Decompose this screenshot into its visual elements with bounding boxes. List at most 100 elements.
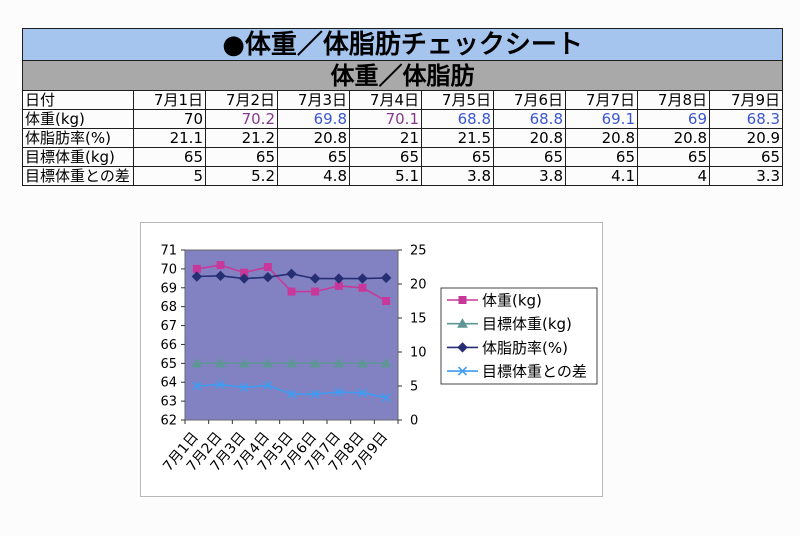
sheet-title: ●体重／体脂肪チェックシート bbox=[21, 28, 784, 61]
date-header-cell: 7月2日 bbox=[205, 90, 278, 110]
value-cell: 21.2 bbox=[205, 128, 278, 148]
table-row: 体脂肪率(%) 21.1 21.2 20.8 21 21.5 20.8 20.8 20.8 20.… bbox=[22, 128, 784, 148]
right-axis-tick-label: 0 bbox=[410, 414, 418, 429]
value-cell: 20.8 bbox=[565, 128, 638, 148]
sheet-subtitle: 体重／体脂肪 bbox=[21, 60, 784, 91]
series-marker bbox=[263, 380, 273, 390]
table-row: 体重(kg) 70 70.2 69.8 70.1 68.8 68.8 69.1 69 68.3 bbox=[22, 109, 784, 129]
value-cell: 5.1 bbox=[349, 166, 422, 186]
value-cell: 68.8 bbox=[493, 109, 566, 129]
series-marker bbox=[286, 357, 297, 368]
value-cell: 20.8 bbox=[637, 128, 710, 148]
legend-marker bbox=[457, 342, 468, 353]
series-marker-stroke bbox=[215, 380, 226, 390]
series-marker bbox=[286, 268, 297, 280]
value-cell: 70.1 bbox=[349, 109, 422, 129]
series-marker bbox=[286, 389, 297, 399]
value-cell: 3.8 bbox=[493, 166, 566, 186]
value-cell: 69 bbox=[637, 109, 710, 129]
date-header-cell: 7月1日 bbox=[133, 90, 206, 110]
series-marker bbox=[310, 389, 320, 399]
value-cell: 65 bbox=[637, 147, 710, 167]
left-axis-tick-label: 71 bbox=[160, 244, 177, 259]
series-marker bbox=[238, 357, 250, 368]
date-header-row: 日付 7月1日 7月2日 7月3日 7月4日 7月5日 7月6日 7月7日 7月8日 7月9日 bbox=[22, 90, 784, 110]
row-label: 目標体重との差 bbox=[22, 166, 134, 186]
series-marker-stroke bbox=[239, 382, 249, 392]
series-marker bbox=[215, 380, 226, 390]
value-cell: 4.8 bbox=[277, 166, 350, 186]
value-cell: 21.1 bbox=[133, 128, 206, 148]
value-cell: 21 bbox=[349, 128, 422, 148]
legend-label: 目標体重との差 bbox=[482, 363, 587, 381]
series-marker bbox=[380, 272, 392, 284]
series-marker bbox=[262, 271, 274, 283]
value-cell: 5 bbox=[133, 166, 206, 186]
value-cell: 3.8 bbox=[421, 166, 494, 186]
legend-marker bbox=[458, 296, 467, 304]
value-cell: 65 bbox=[493, 147, 566, 167]
value-cell: 4.1 bbox=[565, 166, 638, 186]
value-cell: 4 bbox=[637, 166, 710, 186]
series-marker-stroke bbox=[286, 389, 297, 399]
value-cell: 68.3 bbox=[708, 109, 784, 129]
series-marker bbox=[333, 273, 345, 284]
date-header-cell: 7月4日 bbox=[349, 90, 422, 110]
row-label: 目標体重(kg) bbox=[22, 147, 134, 167]
left-axis-tick-label: 63 bbox=[160, 395, 177, 410]
right-axis-tick-label: 25 bbox=[410, 244, 427, 259]
series-marker bbox=[239, 382, 249, 392]
series-marker bbox=[287, 287, 296, 296]
series-marker-stroke bbox=[334, 387, 344, 397]
series-marker-stroke bbox=[381, 392, 391, 403]
series-marker-stroke bbox=[310, 389, 320, 399]
table-row: 目標体重との差 5 5.2 4.8 5.1 3.8 3.8 4.1 4 3.3 bbox=[22, 166, 784, 186]
value-cell: 5.2 bbox=[205, 166, 278, 186]
left-axis-tick-label: 67 bbox=[160, 319, 177, 334]
series-marker-stroke bbox=[192, 381, 202, 391]
series-marker bbox=[263, 263, 272, 271]
value-cell: 65 bbox=[421, 147, 494, 167]
right-axis-tick-label: 10 bbox=[410, 346, 427, 361]
series-marker bbox=[192, 381, 202, 391]
left-axis-tick-label: 69 bbox=[160, 281, 177, 296]
sheet-subtitle-row: 体重／体脂肪 bbox=[21, 60, 784, 91]
value-cell: 65 bbox=[205, 147, 278, 167]
legend-label: 体重(kg) bbox=[482, 292, 542, 310]
value-cell: 69.8 bbox=[277, 109, 350, 129]
series-marker bbox=[358, 283, 367, 292]
value-cell: 20.9 bbox=[708, 128, 784, 148]
value-cell: 20.8 bbox=[277, 128, 350, 148]
date-header-cell: 7月8日 bbox=[637, 90, 710, 110]
series-marker bbox=[334, 387, 344, 397]
legend-marker bbox=[457, 318, 468, 328]
date-header-cell: 7月5日 bbox=[421, 90, 494, 110]
value-cell: 65 bbox=[277, 147, 350, 167]
row-label: 体重(kg) bbox=[22, 109, 134, 129]
row-label: 体脂肪率(%) bbox=[22, 128, 134, 148]
series-marker bbox=[215, 270, 226, 282]
series-marker bbox=[238, 273, 250, 284]
value-cell: 69.1 bbox=[565, 109, 638, 129]
series-marker bbox=[357, 388, 368, 398]
series-marker-stroke bbox=[357, 388, 368, 398]
legend-marker bbox=[457, 366, 468, 376]
check-sheet-table: ●体重／体脂肪チェックシート 体重／体脂肪 日付 7月1日 7月2日 7月3日 7月4日… bbox=[21, 28, 784, 186]
left-axis-tick-label: 62 bbox=[160, 414, 177, 429]
table-row: 目標体重(kg) 65 65 65 65 65 65 65 65 65 bbox=[22, 147, 784, 167]
value-cell: 21.5 bbox=[421, 128, 494, 148]
series-marker bbox=[380, 357, 392, 368]
series-marker bbox=[215, 357, 226, 368]
series-marker bbox=[309, 357, 321, 368]
value-cell: 3.3 bbox=[708, 166, 784, 186]
series-marker bbox=[357, 357, 368, 368]
legend-label: 目標体重(kg) bbox=[482, 315, 572, 333]
series-marker bbox=[311, 287, 320, 296]
right-axis-tick-label: 20 bbox=[410, 278, 427, 293]
date-header-cell: 7月9日 bbox=[708, 90, 784, 110]
value-cell: 65 bbox=[349, 147, 422, 167]
date-header-cell: 7月6日 bbox=[493, 90, 566, 110]
value-cell: 65 bbox=[708, 147, 784, 167]
weight-body-fat-line-chart: 6263646566676869707105101520257月1日7月2日7月… bbox=[140, 222, 603, 497]
right-axis-tick-label: 5 bbox=[410, 380, 418, 395]
